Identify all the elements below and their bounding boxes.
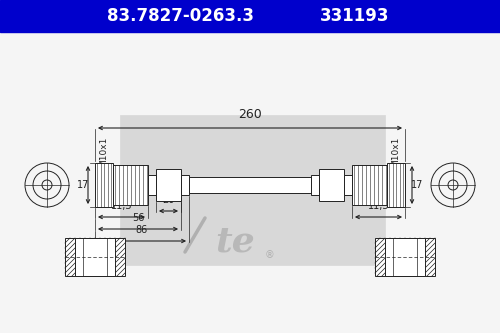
Bar — [148, 175, 156, 195]
Bar — [311, 175, 319, 195]
Bar — [120, 115, 385, 265]
Text: 11,3: 11,3 — [368, 201, 389, 211]
Bar — [352, 165, 387, 205]
Bar — [0, 0, 500, 32]
Text: 11,3: 11,3 — [111, 201, 132, 211]
Text: 56: 56 — [132, 213, 144, 223]
Text: M10x1: M10x1 — [100, 137, 108, 167]
Bar — [375, 238, 435, 276]
Text: te: te — [215, 225, 255, 259]
Text: 83.7827-0263.3: 83.7827-0263.3 — [106, 7, 254, 25]
Text: 86: 86 — [136, 225, 148, 235]
Bar — [385, 238, 425, 276]
Text: M10x1: M10x1 — [392, 137, 400, 167]
Bar — [344, 175, 352, 195]
Bar — [75, 238, 115, 276]
Bar — [95, 163, 113, 207]
Bar — [387, 163, 405, 207]
Bar — [319, 169, 344, 201]
Bar — [181, 175, 189, 195]
Text: 17: 17 — [77, 180, 89, 190]
Text: 17: 17 — [411, 180, 423, 190]
Text: 331193: 331193 — [320, 7, 390, 25]
Bar — [113, 165, 148, 205]
Text: ®: ® — [265, 250, 275, 260]
Text: 260: 260 — [238, 108, 262, 121]
Bar — [65, 238, 125, 276]
Text: 20: 20 — [162, 195, 174, 205]
Bar — [156, 169, 181, 201]
Bar — [189, 177, 311, 193]
